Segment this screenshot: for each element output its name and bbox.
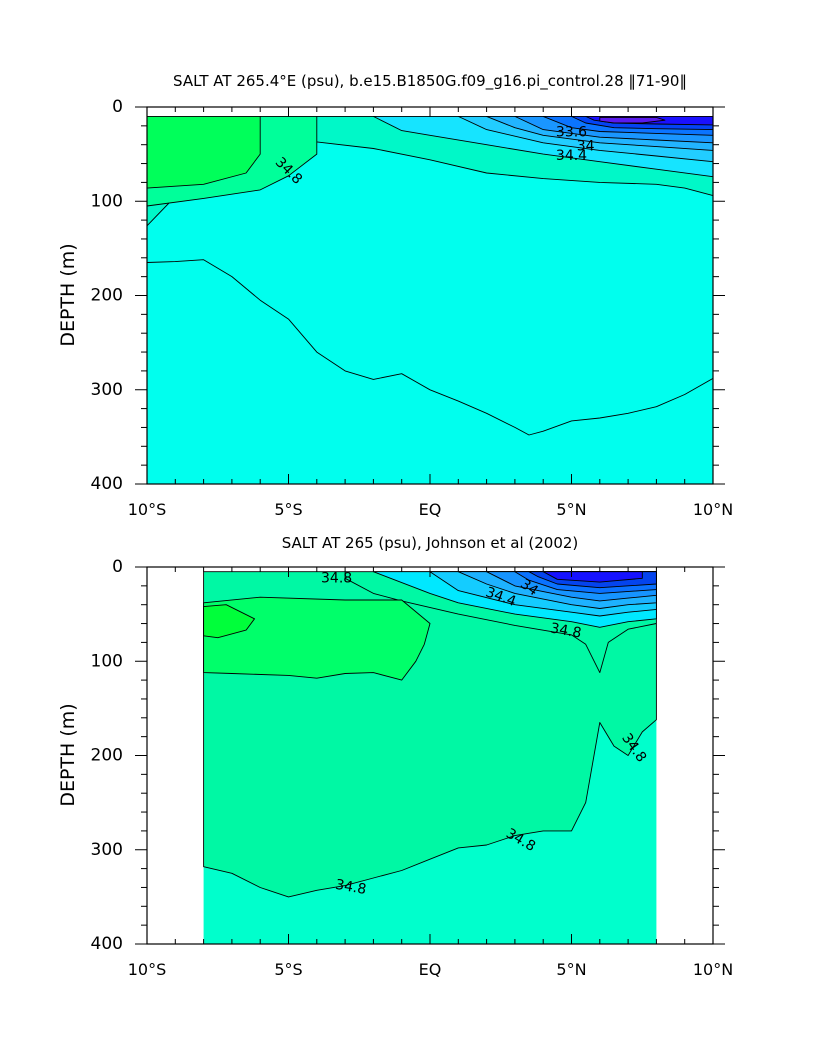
x-tick-label: 10°N	[693, 960, 733, 979]
y-tick-label: 300	[91, 840, 123, 860]
contour-fill-35.2-35.4	[203, 604, 255, 639]
x-tick-label: 5°S	[274, 960, 302, 979]
y-tick-label: 0	[112, 557, 123, 577]
y-tick-label: 300	[91, 380, 123, 400]
y-tick-label: 100	[91, 191, 123, 211]
y-tick-label: 200	[91, 746, 123, 766]
contour-label: 34	[577, 139, 595, 155]
x-tick-label: EQ	[419, 960, 442, 979]
x-tick-label: 10°S	[128, 500, 167, 519]
contour-label: 34.4	[556, 148, 587, 164]
contour-fill-33.2-33.4	[542, 571, 643, 583]
chart-title: SALT AT 265.4°E (psu), b.e15.B1850G.f09_…	[173, 72, 687, 91]
x-tick-label: 5°N	[556, 500, 586, 519]
contour-label: 33.6	[556, 124, 587, 140]
contour-label: 34.8	[321, 570, 352, 586]
x-tick-label: EQ	[419, 500, 442, 519]
contour-fill-35.0-35.2	[203, 596, 431, 681]
contour-label: 34.8	[549, 621, 582, 642]
y-axis-label: DEPTH (m)	[57, 703, 79, 806]
contour-label: 34.8	[334, 877, 367, 898]
chart-title: SALT AT 265 (psu), Johnson et al (2002)	[282, 534, 579, 552]
y-axis-label: DEPTH (m)	[57, 243, 79, 346]
x-tick-label: 5°S	[274, 500, 302, 519]
x-tick-label: 10°S	[128, 960, 167, 979]
x-tick-label: 5°N	[556, 960, 586, 979]
x-tick-label: 10°N	[693, 500, 733, 519]
y-tick-label: 0	[112, 97, 123, 117]
panel-bottom: SALT AT 265 (psu), Johnson et al (2002) …	[57, 534, 733, 979]
y-tick-label: 200	[91, 286, 123, 306]
contour-fill-33.0-33.2	[599, 116, 666, 124]
contour-fill-34.6-34.8	[146, 259, 714, 485]
y-tick-label: 400	[91, 934, 123, 954]
y-tick-label: 400	[91, 474, 123, 494]
y-tick-label: 100	[91, 651, 123, 671]
panel-top: SALT AT 265.4°E (psu), b.e15.B1850G.f09_…	[57, 72, 733, 519]
